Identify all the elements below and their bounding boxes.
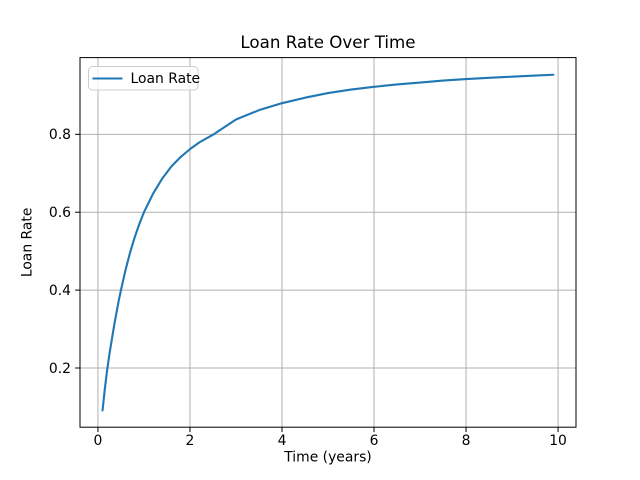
y-axis-label: Loan Rate [20, 208, 36, 278]
y-tick-label: 0.4 [49, 283, 71, 299]
x-tick-label: 8 [462, 433, 471, 449]
series-layer [101, 73, 555, 412]
x-tick-label: 6 [370, 433, 379, 449]
tick-label-layer: 0 2 4 6 8 10 0.2 0.4 0.6 0.8 [49, 127, 567, 449]
x-tick-label: 4 [278, 433, 287, 449]
y-tick-label: 0.6 [49, 205, 71, 221]
axes-layer [75, 57, 577, 433]
x-axis-label: Time (years) [283, 450, 371, 466]
legend-label: Loan Rate [131, 71, 201, 87]
legend: Loan Rate [88, 66, 201, 91]
x-tick-label: 10 [549, 433, 567, 449]
plot-border [79, 57, 577, 428]
grid-layer [80, 57, 576, 428]
series-line [101, 73, 555, 412]
legend-box [88, 66, 199, 91]
chart-title: Loan Rate Over Time [240, 32, 415, 52]
x-tick-label: 0 [94, 433, 103, 449]
y-tick-label: 0.2 [49, 361, 71, 377]
y-tick-label: 0.8 [49, 127, 71, 143]
x-tick-label: 2 [186, 433, 195, 449]
